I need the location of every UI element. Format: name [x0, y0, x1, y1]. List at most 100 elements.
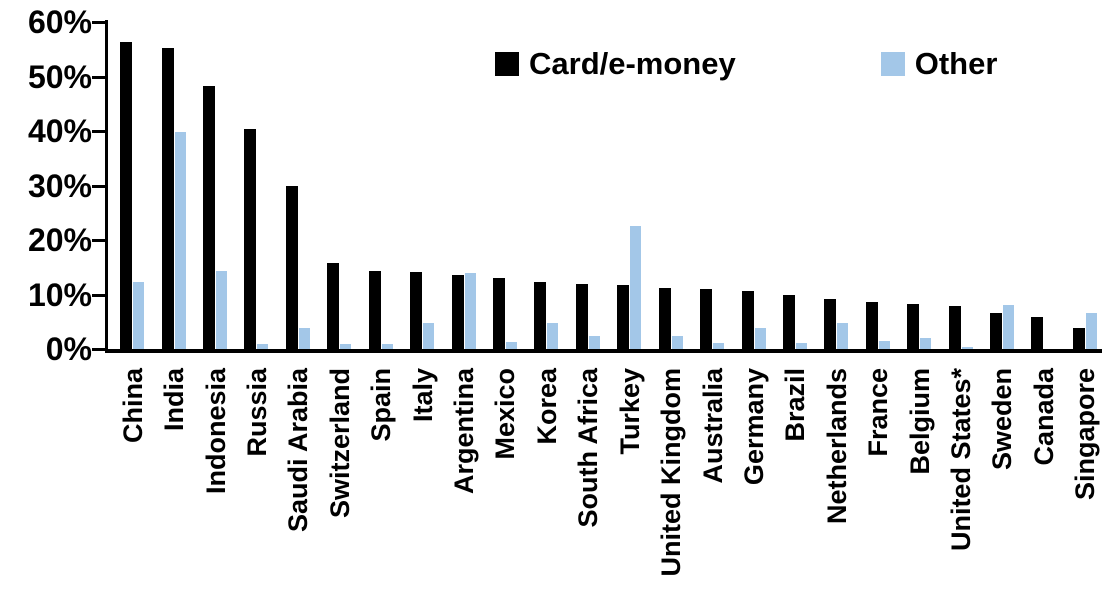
bar-group-united-states — [936, 22, 977, 349]
y-tick-label: 50% — [27, 58, 92, 95]
x-axis-label: Russia — [241, 368, 272, 457]
x-axis-label: Switzerland — [324, 368, 355, 519]
y-tick-mark — [92, 293, 106, 297]
y-tick-mark — [92, 184, 106, 188]
x-axis-label: United Kingdom — [656, 368, 687, 577]
x-axis-label: Australia — [697, 368, 728, 484]
card-e-money-swatch-icon — [495, 52, 519, 76]
card-e-money-bar — [493, 278, 505, 349]
y-tick-mark — [92, 348, 106, 351]
bar-group-mexico — [481, 22, 522, 349]
legend-item-card-e-money: Card/e-money — [495, 46, 736, 82]
x-axis-label: Italy — [407, 368, 438, 423]
other-bar — [588, 336, 600, 349]
other-bar — [1085, 313, 1097, 349]
x-axis-label: Netherlands — [821, 368, 852, 525]
other-bar — [837, 323, 849, 349]
other-bar — [423, 323, 435, 349]
y-tick-mark — [92, 239, 106, 242]
bar-group-turkey — [605, 22, 646, 349]
card-e-money-bar — [948, 306, 961, 349]
card-e-money-bar — [824, 299, 837, 349]
bar-group-australia — [688, 22, 729, 349]
x-axis-label: Mexico — [490, 368, 521, 460]
bar-group-france — [854, 22, 895, 349]
card-e-money-bar — [368, 271, 381, 349]
bar-group-saudi-arabia — [274, 22, 315, 349]
card-e-money-bar — [700, 289, 713, 349]
card-e-money-bar — [865, 302, 878, 349]
x-axis-label: Spain — [366, 368, 397, 442]
other-bar — [630, 226, 642, 349]
bar-group-united-kingdom — [646, 22, 687, 349]
other-bar — [506, 342, 517, 349]
bar-group-argentina — [439, 22, 480, 349]
x-axis-label: Saudi Arabia — [283, 368, 314, 533]
other-bar — [671, 336, 683, 349]
legend-label: Other — [914, 46, 998, 81]
y-tick-label: 0% — [45, 331, 92, 367]
bar-group-germany — [729, 22, 770, 349]
bar-group-brazil — [771, 22, 812, 349]
y-tick-mark — [92, 75, 106, 79]
card-e-money-bar — [741, 291, 754, 349]
card-e-money-bar — [410, 272, 423, 349]
card-e-money-bar — [244, 129, 257, 349]
x-axis-label: France — [863, 368, 894, 457]
other-bar — [257, 344, 269, 349]
x-axis-label: Korea — [531, 368, 562, 445]
bar-group-indonesia — [191, 22, 232, 349]
other-bar — [795, 343, 807, 349]
other-bar — [340, 344, 352, 349]
other-bar — [961, 347, 973, 349]
other-bar — [754, 328, 766, 349]
legend-item-other: Other — [880, 46, 998, 82]
bar-group-netherlands — [812, 22, 853, 349]
card-e-money-bar — [658, 288, 671, 349]
bar-group-russia — [232, 22, 273, 349]
bar-group-belgium — [895, 22, 936, 349]
x-axis-label: India — [159, 368, 190, 432]
bar-group-italy — [398, 22, 439, 349]
card-e-money-bar — [1031, 317, 1044, 349]
bar-group-sweden — [978, 22, 1019, 349]
y-tick-label: 30% — [27, 167, 92, 204]
card-e-money-bar — [285, 186, 298, 349]
other-bar — [381, 344, 393, 349]
x-axis-label: South Africa — [573, 368, 604, 528]
card-e-money-bar — [782, 295, 795, 349]
card-e-money-bar — [617, 285, 630, 349]
y-tick-label: 60% — [27, 4, 92, 40]
plot-area — [108, 22, 1102, 349]
legend-label: Card/e-money — [529, 46, 736, 81]
y-tick-mark — [92, 21, 106, 24]
y-tick-label: 20% — [27, 222, 92, 258]
bar-group-india — [149, 22, 190, 349]
card-e-money-bar — [575, 284, 588, 349]
other-bar — [878, 341, 890, 349]
other-bar — [1003, 305, 1015, 349]
other-bar — [547, 323, 559, 349]
bar-group-switzerland — [315, 22, 356, 349]
x-axis-label: Brazil — [780, 368, 811, 442]
other-bar — [298, 328, 310, 349]
y-tick-label: 40% — [27, 113, 92, 149]
card-e-money-bar — [327, 263, 340, 349]
card-e-money-bar — [120, 42, 133, 349]
x-axis-label: Argentina — [449, 368, 480, 495]
other-bar — [133, 282, 145, 349]
y-tick-label: 10% — [27, 276, 92, 313]
x-axis-label: Sweden — [987, 368, 1018, 471]
bar-group-canada — [1019, 22, 1060, 349]
x-axis-label: Singapore — [1070, 368, 1101, 501]
bar-group-china — [108, 22, 149, 349]
legend: Card/e-money Other — [495, 46, 997, 82]
card-e-money-bar — [451, 275, 464, 349]
other-bar — [216, 271, 228, 349]
x-axis-label: United States* — [946, 368, 977, 552]
x-axis-label: Indonesia — [200, 368, 231, 495]
x-axis-label: Belgium — [904, 368, 935, 475]
x-axis-label: China — [117, 368, 148, 444]
x-axis-line — [105, 349, 1102, 353]
card-e-money-bar — [990, 313, 1003, 349]
